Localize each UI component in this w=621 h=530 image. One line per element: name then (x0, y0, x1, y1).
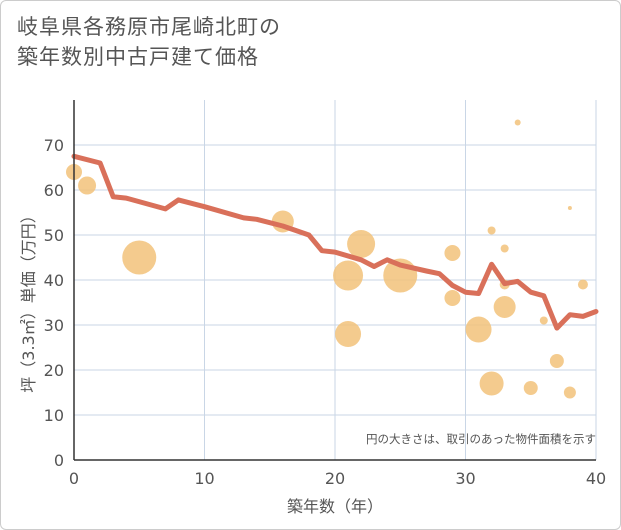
data-bubble (122, 240, 157, 275)
data-bubble (563, 386, 576, 399)
title-line-2: 築年数別中古戸建て価格 (17, 45, 259, 69)
x-tick-label: 40 (586, 469, 606, 488)
axes (73, 100, 596, 461)
data-bubble (479, 371, 504, 396)
data-bubble (347, 230, 376, 258)
x-tick-label: 10 (194, 469, 214, 488)
data-bubble (567, 206, 572, 210)
y-tick-label: 40 (44, 271, 64, 290)
y-tick-label: 60 (44, 181, 64, 200)
y-tick-label: 50 (44, 226, 64, 245)
data-bubble (444, 245, 461, 261)
size-note: 円の大きさは、取引のあった物件面積を示す (366, 432, 596, 446)
x-tick-label: 0 (69, 469, 79, 488)
data-bubble (335, 321, 362, 347)
bubble-layer (66, 119, 588, 399)
y-tick-label: 20 (44, 361, 64, 380)
data-bubble (487, 226, 496, 235)
y-tick-label: 30 (44, 316, 64, 335)
x-axis-label: 築年数（年） (287, 497, 383, 516)
data-bubble (514, 119, 521, 126)
data-bubble (333, 260, 364, 291)
x-tick-label: 20 (325, 469, 345, 488)
y-axis-label: 坪（3.3㎡）単価（万円） (19, 207, 38, 392)
data-bubble (549, 354, 564, 368)
data-bubble (500, 244, 509, 253)
data-bubble (78, 176, 97, 195)
y-tick-label: 0 (54, 451, 64, 470)
data-bubble (465, 316, 492, 343)
y-tick-label: 10 (44, 406, 64, 425)
data-bubble (577, 279, 588, 290)
data-bubble (493, 296, 516, 318)
chart-title: 岐阜県各務原市尾崎北町の 築年数別中古戸建て価格 (17, 12, 281, 72)
tick-labels: 0 10 20 30 40 0 10 20 30 40 50 60 70 (44, 136, 607, 488)
data-bubble (523, 381, 538, 395)
data-bubble (539, 316, 548, 325)
y-tick-label: 70 (44, 136, 64, 155)
grid-lines (74, 100, 597, 460)
title-line-1: 岐阜県各務原市尾崎北町の (17, 15, 281, 39)
average-price-line (71, 153, 599, 331)
x-tick-label: 30 (455, 469, 475, 488)
data-bubble (444, 290, 461, 306)
